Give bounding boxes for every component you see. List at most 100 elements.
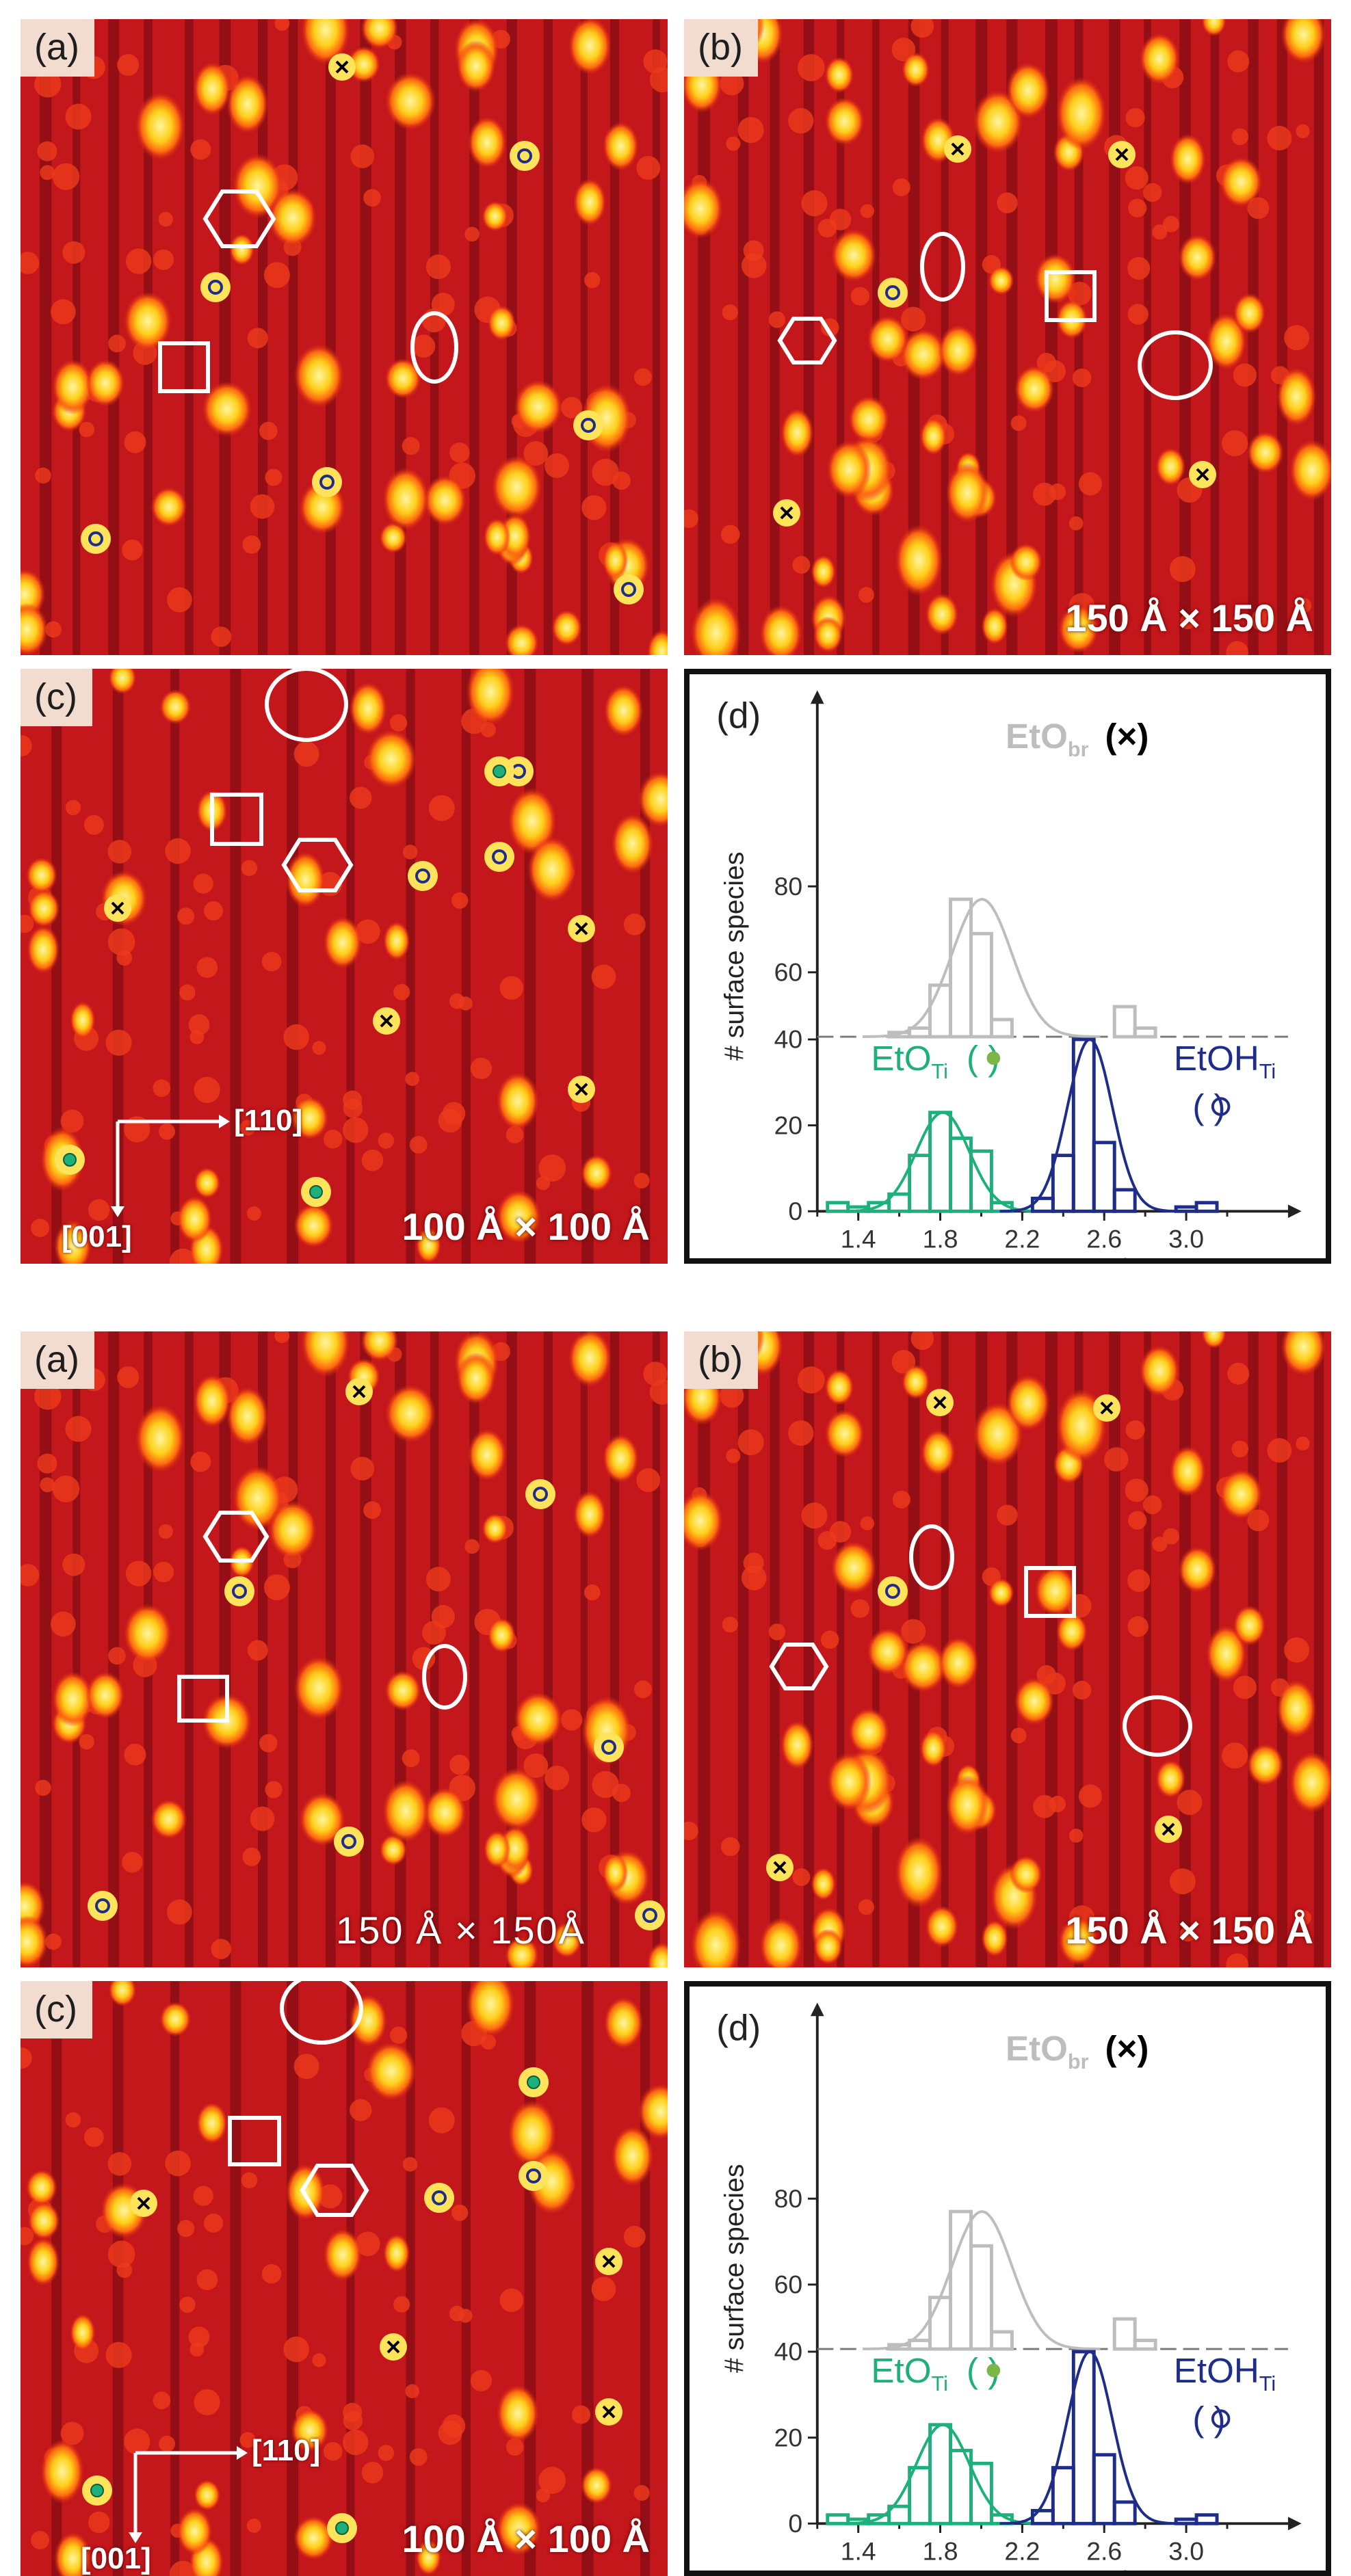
- stm-small-feature: [65, 799, 81, 816]
- stm-small-feature: [107, 928, 135, 956]
- stm-bright-feature: [603, 684, 644, 737]
- stm-small-feature: [798, 1366, 825, 1394]
- stm-bright-feature: [551, 1922, 582, 1958]
- stm-small-feature: [1233, 1675, 1257, 1699]
- stm-small-feature: [107, 840, 132, 864]
- stm-row: [837, 1331, 845, 1967]
- hexagon-marker: [777, 317, 837, 364]
- stm-row: [653, 19, 660, 655]
- stm-small-feature: [591, 964, 616, 990]
- stm-small-feature: [190, 1451, 211, 1472]
- stm-small-feature: [194, 1076, 220, 1103]
- stm-bright-feature: [900, 328, 947, 381]
- stm-small-feature: [153, 1079, 171, 1098]
- stm-bright-feature: [514, 1692, 563, 1747]
- square-marker: [210, 793, 263, 846]
- stm-small-feature: [1233, 363, 1257, 387]
- scale-label: 150 Å × 150Å: [336, 1909, 586, 1952]
- stm-small-feature: [1127, 304, 1149, 325]
- stm-small-feature: [350, 1457, 375, 1480]
- fit-curve: [863, 898, 1101, 1038]
- stm-small-feature: [35, 1779, 51, 1796]
- histogram-bar: [1112, 1005, 1137, 1039]
- stm-bright-feature: [1219, 157, 1263, 208]
- hexagon-marker: [202, 189, 276, 248]
- ethoxy-bridging-marker: [130, 2190, 157, 2217]
- stm-small-feature: [105, 2341, 132, 2368]
- histogram-bar: [1194, 2513, 1219, 2525]
- stm-small-feature: [204, 901, 224, 921]
- scale-label: 150 Å × 150 Å: [1065, 1909, 1313, 1952]
- stm-small-feature: [158, 1524, 173, 1539]
- stm-bright-feature: [365, 2041, 417, 2101]
- stm-bright-feature: [423, 475, 467, 526]
- stm-small-feature: [720, 525, 740, 544]
- stm-small-feature: [159, 2435, 176, 2452]
- stm-small-feature: [250, 494, 275, 519]
- stm-row: [609, 1331, 620, 1967]
- legend-marker: ( ): [967, 1039, 1001, 1078]
- stm-small-feature: [393, 2296, 410, 2313]
- stm-small-feature: [34, 70, 62, 98]
- y-tick-label: 80: [774, 2184, 803, 2213]
- stm-row: [653, 1331, 660, 1967]
- stm-bright-feature: [423, 1787, 467, 1838]
- stm-bright-feature: [150, 1799, 187, 1840]
- panel-label: (a): [21, 19, 94, 77]
- stm-small-feature: [393, 983, 410, 1000]
- stm-bright-feature: [1014, 1677, 1055, 1725]
- stm-bright-feature: [135, 1404, 185, 1473]
- stm-small-feature: [1078, 472, 1103, 496]
- ethoxy-ti-marker: [301, 1177, 331, 1207]
- stm-small-feature: [62, 1553, 86, 1576]
- histogram-bar: [1112, 1188, 1137, 1213]
- stm-small-feature: [798, 54, 825, 81]
- stm-small-feature: [246, 2519, 261, 2533]
- stm-small-feature: [792, 1868, 811, 1886]
- stm-small-feature: [1222, 430, 1248, 457]
- stm-bright-feature: [415, 1227, 442, 1264]
- stm-small-feature: [428, 795, 455, 821]
- histogram-bar: [928, 1111, 952, 1213]
- stm-small-feature: [21, 252, 40, 274]
- stm-bright-feature: [194, 2479, 221, 2511]
- stm-bright-feature: [291, 2408, 329, 2452]
- stm-small-feature: [561, 1709, 583, 1731]
- stm-small-feature: [1127, 256, 1151, 280]
- stm-bright-feature: [86, 1671, 125, 1719]
- ethanol-ti-marker: [519, 2161, 549, 2191]
- stm-bright-feature: [382, 467, 430, 531]
- series-EtObr: [863, 2209, 1157, 2351]
- stm-small-feature: [431, 1605, 455, 1629]
- stm-small-feature: [35, 467, 51, 484]
- stm-bright-feature: [1055, 1611, 1088, 1651]
- stm-small-feature: [1296, 598, 1312, 613]
- figure-bottom: (a) 150 Å × 150Å (b) 150 Å × 150 Å: [0, 1312, 1351, 2576]
- stm-row: [543, 19, 553, 655]
- square-marker: [177, 1675, 229, 1723]
- stm-bright-feature: [123, 291, 172, 351]
- stm-row: [581, 1981, 594, 2576]
- annotations-b: [773, 135, 1216, 527]
- stm-small-feature: [499, 2288, 524, 2313]
- stm-bright-feature: [902, 1364, 930, 1400]
- stm-small-feature: [402, 2157, 418, 2172]
- stm-small-feature: [107, 2152, 132, 2176]
- y-axis-arrow: [810, 690, 824, 704]
- stm-row: [837, 19, 845, 655]
- stm-small-feature: [1180, 613, 1196, 630]
- histogram-bar: [1194, 1201, 1219, 1213]
- stm-small-feature: [52, 1475, 80, 1503]
- histogram-bar: [1133, 2339, 1157, 2351]
- stm-bright-feature: [921, 1429, 956, 1476]
- stm-small-feature: [265, 468, 283, 486]
- stm-panel-c: (c) [110] [001] 100 Å × 100 Å: [21, 1981, 668, 2576]
- ethoxy-bridging-marker: [944, 135, 971, 163]
- stm-small-feature: [538, 1154, 566, 1182]
- stm-bright-feature: [938, 324, 979, 377]
- stm-small-feature: [1072, 368, 1092, 388]
- stm-small-feature: [801, 1502, 828, 1529]
- stm-bright-feature: [40, 2439, 84, 2504]
- stm-bright-feature: [293, 343, 345, 408]
- stm-bright-feature: [360, 19, 399, 49]
